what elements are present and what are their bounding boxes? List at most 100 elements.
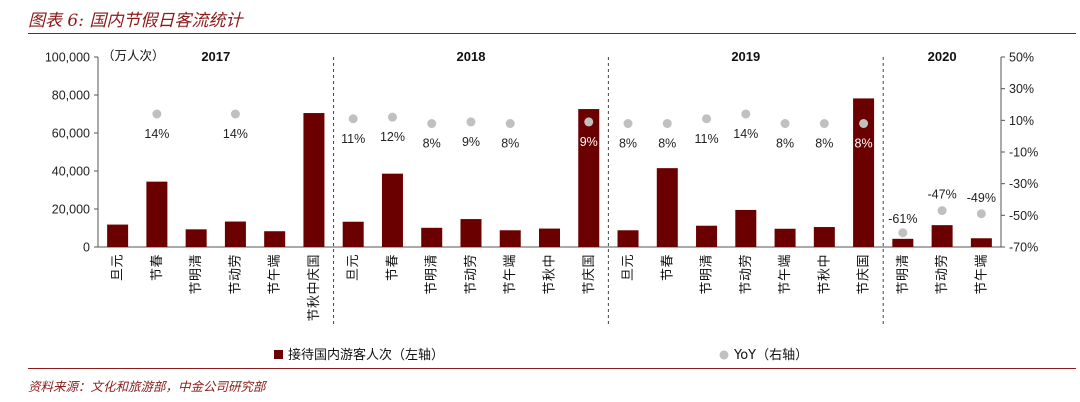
yoy-data-label: 8% xyxy=(501,137,519,151)
category-label-char: 旦 xyxy=(111,268,126,281)
bar-visitors xyxy=(421,227,443,247)
category-label-char: 国 xyxy=(307,254,322,267)
category-label-char: 春 xyxy=(385,254,400,267)
category-label-char: 动 xyxy=(228,268,243,281)
right-tick-label: -50% xyxy=(1009,209,1038,223)
category-label-char: 动 xyxy=(935,268,950,281)
bar-visitors xyxy=(813,227,835,247)
right-tick-label: 50% xyxy=(1009,51,1034,65)
bar-visitors xyxy=(499,230,521,247)
yoy-data-label: 11% xyxy=(694,132,718,146)
category-label-char: 清 xyxy=(700,254,715,267)
category-label-char: 节 xyxy=(385,268,400,281)
category-label-char: 明 xyxy=(425,268,440,281)
bar-visitors xyxy=(931,225,953,247)
category-label-char: 节 xyxy=(307,308,322,321)
title-divider xyxy=(28,33,1076,34)
bar-visitors xyxy=(853,98,875,247)
category-label-char: 节 xyxy=(660,268,675,281)
yoy-point xyxy=(152,109,162,119)
category-label-char: 节 xyxy=(425,281,440,294)
category-label-char: 端 xyxy=(268,254,283,267)
yoy-point xyxy=(898,228,908,238)
category-label-char: 午 xyxy=(778,268,793,281)
bar-visitors xyxy=(892,238,914,247)
yoy-data-label: 14% xyxy=(144,127,169,141)
category-label-char: 秋 xyxy=(543,268,558,281)
category-label-char: 春 xyxy=(660,254,675,267)
category-label-char: 劳 xyxy=(738,254,754,267)
year-label: 2019 xyxy=(731,49,760,64)
yoy-point xyxy=(976,209,986,219)
category-label-char: 明 xyxy=(189,268,204,281)
bar-visitors xyxy=(539,228,560,247)
yoy-data-label: 8% xyxy=(658,137,676,151)
category-label-char: 动 xyxy=(464,268,479,281)
category-label-char: 庆 xyxy=(582,268,597,281)
left-tick-label: 100,000 xyxy=(45,51,90,65)
bar-visitors xyxy=(146,181,168,247)
bar-visitors xyxy=(342,221,364,247)
category-label-char: 节 xyxy=(228,281,243,294)
bar-visitors xyxy=(303,113,325,247)
category-label-char: 国 xyxy=(582,254,597,267)
yoy-point xyxy=(741,109,751,119)
bar-visitors xyxy=(656,168,678,247)
left-axis-unit: （万人次） xyxy=(102,48,165,63)
category-label-char: 节 xyxy=(150,268,165,281)
category-label-char: 元 xyxy=(346,254,361,267)
yoy-data-label: 11% xyxy=(341,132,365,146)
category-label-char: 节 xyxy=(189,281,204,294)
yoy-point xyxy=(780,119,790,128)
category-label-char: 庆 xyxy=(307,268,322,281)
category-label-char: 清 xyxy=(425,254,440,267)
category-label-char: 劳 xyxy=(463,254,479,267)
category-label-char: 清 xyxy=(896,254,911,267)
bar-visitors xyxy=(774,228,796,247)
category-label-char: 端 xyxy=(778,254,793,267)
left-tick-label: 80,000 xyxy=(52,89,90,103)
yoy-point xyxy=(230,109,240,119)
category-label-char: 清 xyxy=(189,254,204,267)
category-label-char: 节 xyxy=(464,281,479,294)
yoy-point xyxy=(937,206,947,216)
category-label-char: 节 xyxy=(935,281,950,294)
category-label-char: 节 xyxy=(543,281,558,294)
category-label-char: 庆 xyxy=(857,268,872,281)
category-label-char: 午 xyxy=(268,268,283,281)
category-label-char: 春 xyxy=(150,254,165,267)
yoy-data-label: 8% xyxy=(776,137,794,151)
bar-visitors xyxy=(617,230,639,247)
legend-label-yoy: YoY（右轴） xyxy=(733,348,808,363)
category-label-char: 节 xyxy=(739,281,754,294)
yoy-data-label: 9% xyxy=(580,135,598,149)
category-label-char: 动 xyxy=(739,268,754,281)
left-tick-label: 20,000 xyxy=(52,203,90,217)
source-note: 资料来源：文化和旅游部，中金公司研究部 xyxy=(28,379,266,394)
category-label-char: 元 xyxy=(621,254,636,267)
yoy-point xyxy=(427,119,437,128)
legend-label-visitors: 接待国内游客人次（左轴） xyxy=(288,347,444,363)
yoy-data-label: 14% xyxy=(223,127,248,141)
category-label-char: 国 xyxy=(857,254,872,267)
right-tick-label: 10% xyxy=(1009,114,1034,128)
right-tick-label: -70% xyxy=(1009,241,1038,255)
category-label-char: 节 xyxy=(817,281,832,294)
bar-visitors xyxy=(107,224,129,247)
yoy-data-label: 8% xyxy=(423,137,441,151)
yoy-data-label: -49% xyxy=(967,191,996,205)
year-label: 2018 xyxy=(457,49,486,64)
bar-visitors xyxy=(735,209,757,247)
right-tick-label: 30% xyxy=(1009,82,1034,96)
category-label-char: 节 xyxy=(778,281,793,294)
year-label: 2017 xyxy=(201,49,230,64)
category-label-char: 节 xyxy=(896,281,911,294)
category-label-char: 中 xyxy=(307,281,322,294)
yoy-point xyxy=(702,114,712,124)
bar-visitors xyxy=(970,238,992,247)
category-label-char: 节 xyxy=(700,281,715,294)
category-label-char: 节 xyxy=(857,281,872,294)
yoy-point xyxy=(662,119,672,128)
source-divider xyxy=(28,368,1076,369)
